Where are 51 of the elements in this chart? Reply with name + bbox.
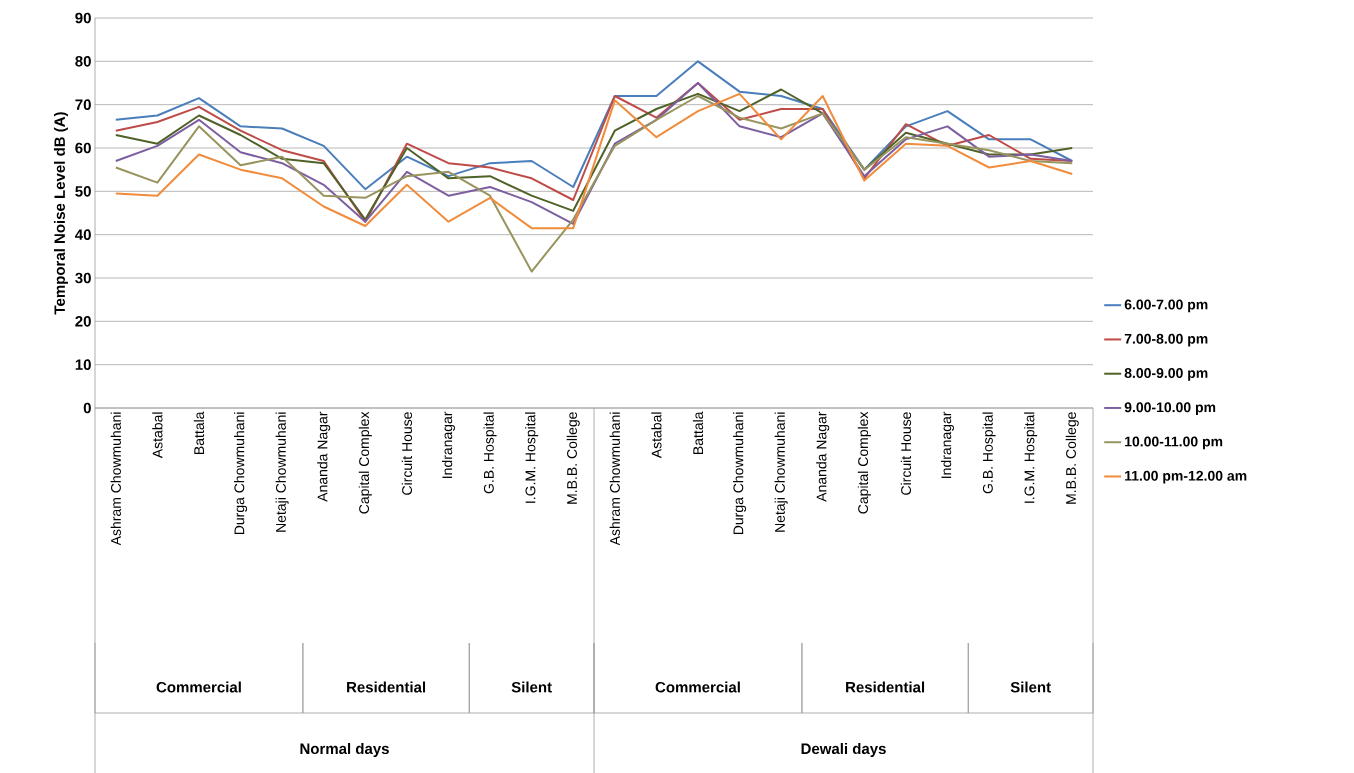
x-tick-label: Netaji Chowmuhani xyxy=(774,412,788,532)
y-tick-label: 40 xyxy=(75,229,91,240)
y-tick-label: 0 xyxy=(83,402,91,414)
line-series xyxy=(114,60,1074,191)
text: Residential xyxy=(347,681,426,693)
y-tick-label: 50 xyxy=(75,186,91,197)
y-tick-label: 20 xyxy=(75,316,91,327)
x-tick-label: Capital Complex xyxy=(857,411,871,514)
y-axis-title: Temporal Noise Level dB (A) xyxy=(53,112,68,315)
x-tick-label: G.B. Hospital xyxy=(483,412,497,494)
legend-label: 10.00-11.00 pm xyxy=(1125,436,1223,450)
x-tick-label: Indranagar xyxy=(441,411,455,478)
x-tick-label: Capital Complex xyxy=(358,411,372,514)
text: Silent xyxy=(1010,681,1051,693)
text: Commercial xyxy=(156,681,241,693)
legend-label: 7.00-8.00 pm xyxy=(1124,333,1208,347)
x-tick-label: Netaji Chowmuhani xyxy=(275,412,289,532)
text: Silent xyxy=(511,681,552,693)
text: Commercial xyxy=(655,681,740,693)
x-tick-label: M.B.B. College xyxy=(566,412,580,504)
text: Dewali days xyxy=(801,743,886,757)
x-tick-label: Ashram Chowmuhani xyxy=(110,412,121,546)
text: Normal days xyxy=(300,743,389,757)
line-series xyxy=(114,95,1074,273)
legend-label: 6.00-7.00 pm xyxy=(1124,299,1208,313)
y-tick-label: 60 xyxy=(75,142,91,154)
legend-label: 8.00-9.00 pm xyxy=(1124,368,1208,381)
x-tick-label: Astabal xyxy=(152,412,163,459)
x-tick-label: G.B. Hospital xyxy=(982,412,996,494)
x-tick-label: Circuit House xyxy=(900,412,912,495)
x-tick-label: Astabal xyxy=(651,412,662,459)
legend-label: 9.00-10.00 pm xyxy=(1124,402,1216,416)
x-tick-label: I.G.M. Hospital xyxy=(525,412,539,503)
x-tick-label: Ananda Nagar xyxy=(317,411,331,502)
y-tick-label: 70 xyxy=(75,99,91,110)
y-tick-label: 30 xyxy=(75,272,91,284)
x-tick-label: Battala xyxy=(692,411,704,454)
x-tick-label: Circuit House xyxy=(401,412,413,495)
text: Residential xyxy=(846,681,925,693)
y-tick-label: 90 xyxy=(75,12,91,24)
x-tick-label: Durga Chowmuhani xyxy=(733,412,747,535)
y-tick-label: 10 xyxy=(75,359,91,370)
x-tick-label: Ananda Nagar xyxy=(816,411,830,502)
x-tick-label: Battala xyxy=(193,411,205,454)
x-tick-label: Durga Chowmuhani xyxy=(234,412,248,535)
x-tick-label: I.G.M. Hospital xyxy=(1024,412,1038,503)
x-tick-label: M.B.B. College xyxy=(1065,412,1079,504)
x-tick-label: Indranagar xyxy=(940,411,954,478)
y-tick-label: 80 xyxy=(75,56,91,67)
x-tick-label: Ashram Chowmuhani xyxy=(609,412,620,546)
legend-label: 11.00 pm-12.00 am xyxy=(1125,470,1247,484)
